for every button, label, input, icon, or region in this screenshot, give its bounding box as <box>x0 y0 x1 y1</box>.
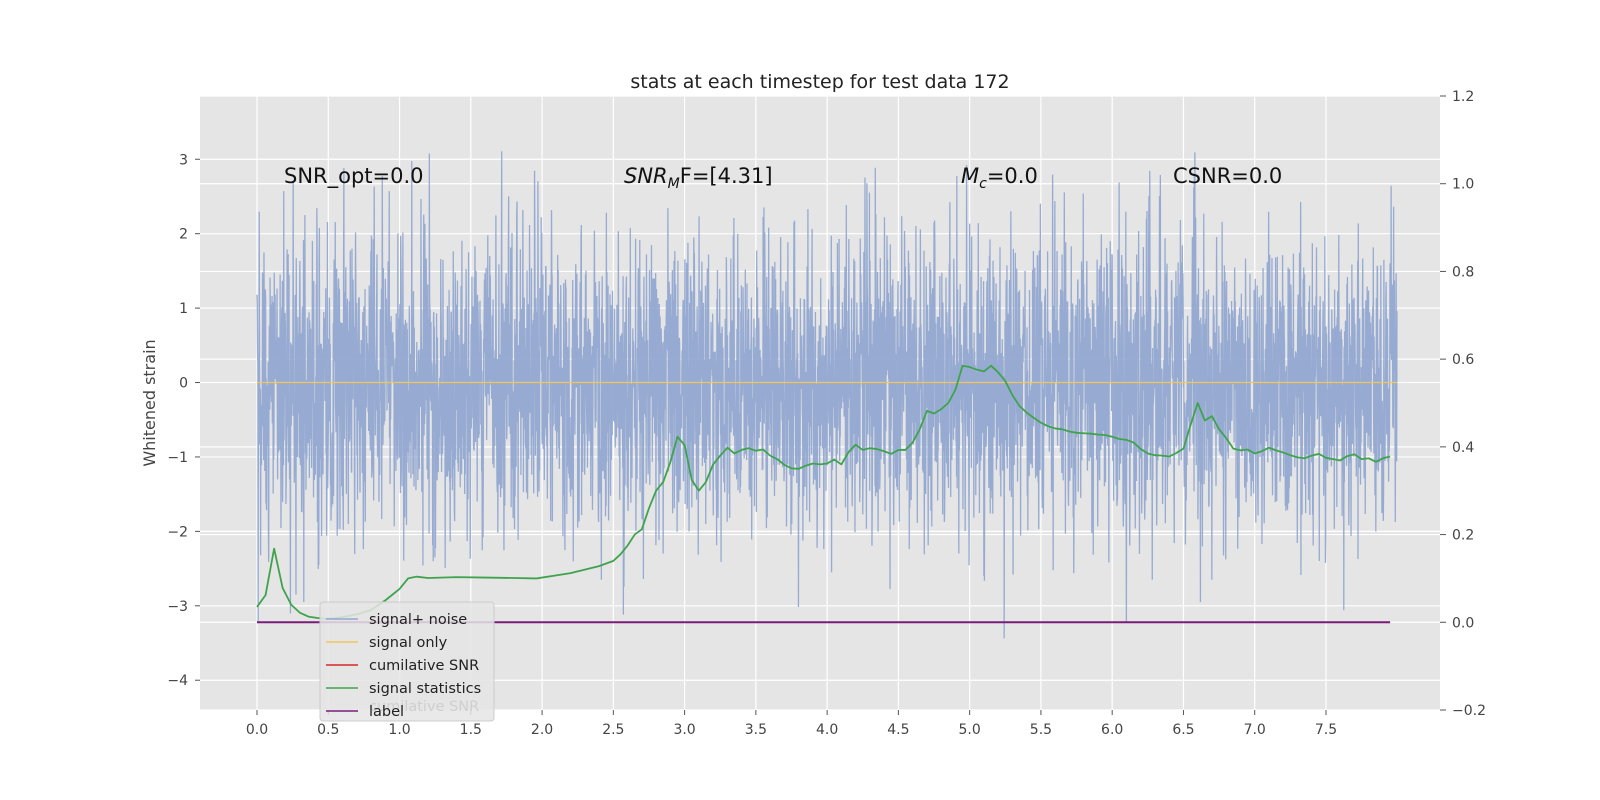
annotation-mc-sub: c <box>979 176 987 192</box>
y-tick-label: 0 <box>179 376 188 392</box>
y2-tick-label: 0.0 <box>1452 615 1474 631</box>
x-tick-label: 3.0 <box>673 722 695 738</box>
y-tick-label: −1 <box>167 450 188 466</box>
x-tick-label: 7.0 <box>1244 722 1266 738</box>
annotation-mc-prefix: M <box>961 164 979 188</box>
y-tick-label: 1 <box>179 301 188 317</box>
x-tick-label: 7.5 <box>1315 722 1337 738</box>
y2-tick-label: 0.2 <box>1452 528 1474 544</box>
y-axis-label: Whitened strain <box>140 339 159 466</box>
annotation-snr-mf-suffix: F=[4.31] <box>680 164 773 188</box>
signal-plus-noise-line <box>256 151 1398 639</box>
axes: 0.0 0.5 1.0 1.5 2.0 2.5 3.0 3.5 4.0 4.5 5.0 5.5 6.0 6… <box>167 89 1486 738</box>
x-tick-label: 0.5 <box>317 722 339 738</box>
y-tick-label: −3 <box>167 599 188 615</box>
x-tick-label: 5.0 <box>959 722 981 738</box>
signal-statistics-line <box>256 364 1391 620</box>
y2-tick-label: 0.6 <box>1452 352 1474 368</box>
annotation-csnr: CSNR=0.0 <box>1173 164 1282 188</box>
y-tick-label: −4 <box>167 673 188 689</box>
x-tick-label: 3.5 <box>745 722 767 738</box>
legend-ghost-text: cumilative SNR <box>369 699 479 715</box>
annotations: SNR_opt=0.0 SNRMF=[4.31] Mc=0.0 CSNR=0.0 <box>284 164 1282 192</box>
x-tick-label: 2.0 <box>531 722 553 738</box>
annotation-snr-mf: SNRMF=[4.31] <box>624 164 773 192</box>
annotation-mc: Mc=0.0 <box>961 164 1038 192</box>
y2-tick-label: 1.0 <box>1452 177 1474 193</box>
legend: cumilative SNR signal+ noise signal only c… <box>319 601 495 722</box>
y2-tick-label: −0.2 <box>1452 703 1486 719</box>
legend-label: signal only <box>369 635 448 651</box>
x-tick-label: 4.0 <box>816 722 838 738</box>
legend-label: signal+ noise <box>369 612 467 628</box>
y-tick-label: 3 <box>179 152 188 168</box>
x-tick-label: 0.0 <box>246 722 268 738</box>
y-tick-label: −2 <box>167 524 188 540</box>
y2-tick-label: 0.4 <box>1452 440 1474 456</box>
legend-box <box>319 601 495 722</box>
annotation-mc-suffix: =0.0 <box>987 164 1038 188</box>
x-tick-label: 1.0 <box>388 722 410 738</box>
annotation-snr-mf-prefix: SNR <box>624 164 668 188</box>
signal-plus-noise-series <box>256 151 1398 639</box>
x-tick-label: 6.0 <box>1101 722 1123 738</box>
chart-title: stats at each timestep for test data 172 <box>630 71 1009 93</box>
x-tick-label: 1.5 <box>460 722 482 738</box>
x-tick-label: 2.5 <box>602 722 624 738</box>
annotation-snr-opt: SNR_opt=0.0 <box>284 164 424 189</box>
annotation-snr-mf-sub: M <box>668 176 680 192</box>
x-tick-label: 5.5 <box>1030 722 1052 738</box>
x-tick-label: 4.5 <box>887 722 909 738</box>
x-tick-label: 6.5 <box>1172 722 1194 738</box>
y-tick-label: 2 <box>179 227 188 243</box>
legend-label: cumilative SNR <box>369 658 479 674</box>
y2-tick-label: 0.8 <box>1452 264 1474 280</box>
legend-label: label <box>369 704 404 720</box>
y2-tick-label: 1.2 <box>1452 89 1474 105</box>
legend-label: signal statistics <box>369 681 481 697</box>
